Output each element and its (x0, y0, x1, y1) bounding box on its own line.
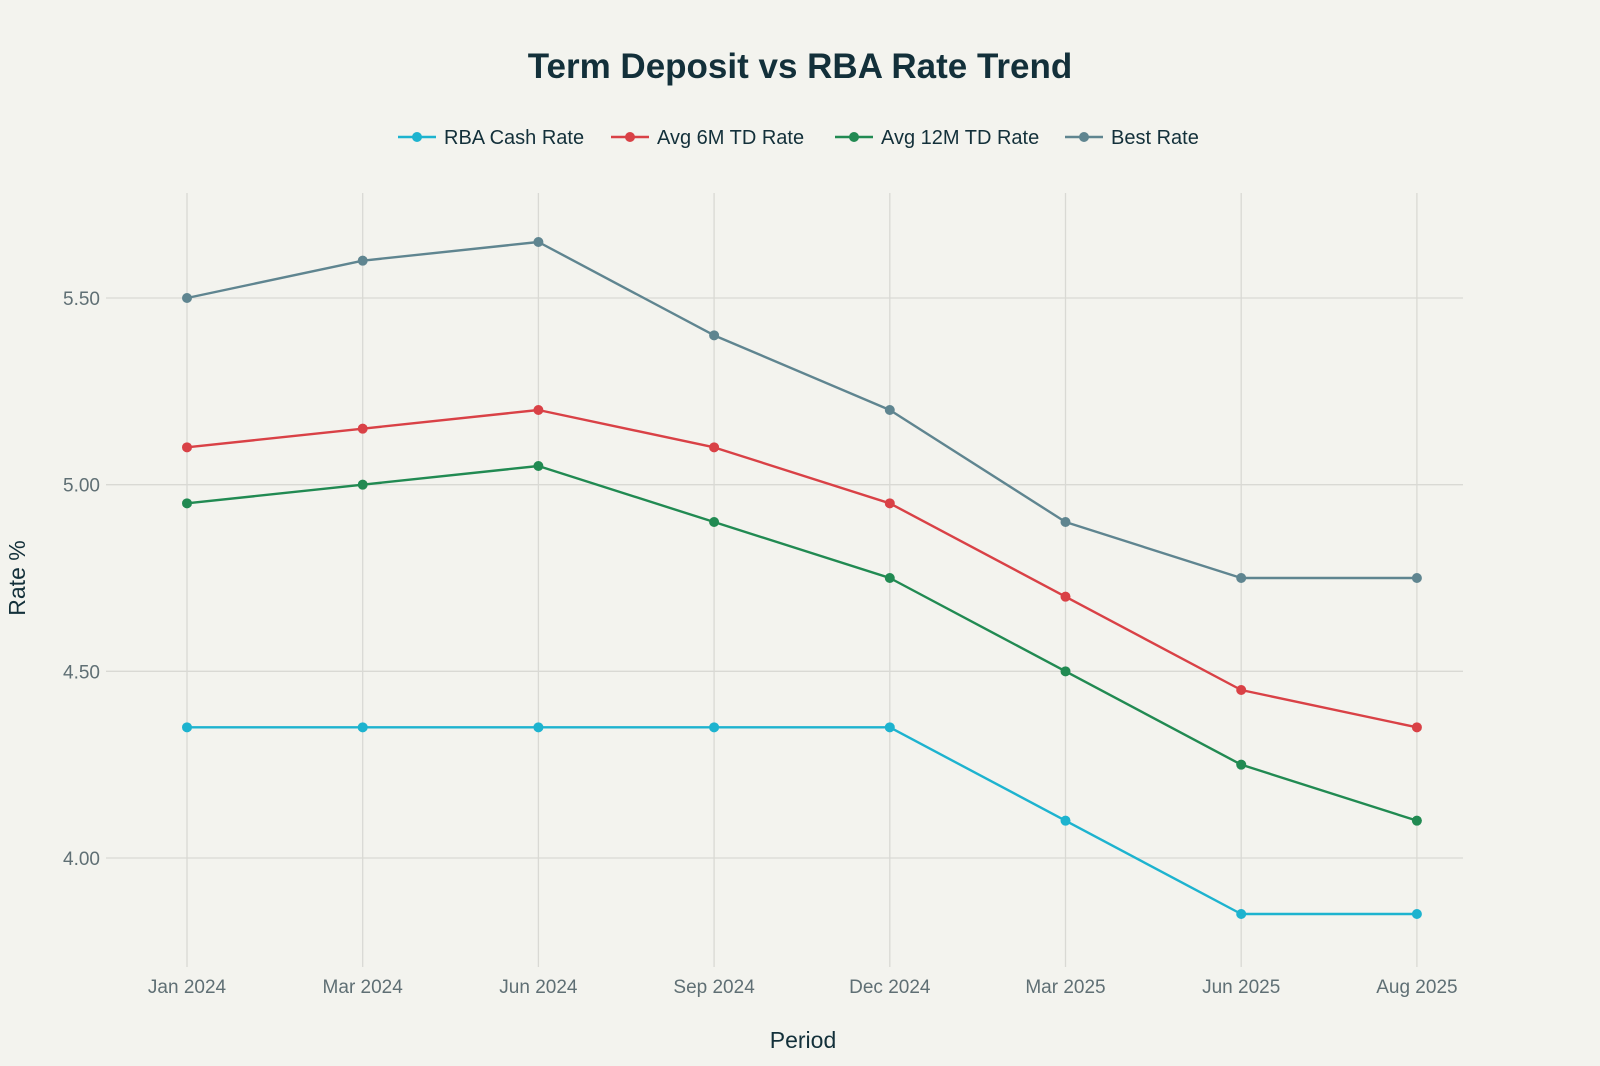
data-point[interactable] (1236, 909, 1247, 919)
data-point[interactable] (1060, 666, 1071, 677)
legend-label: Best Rate (1111, 127, 1199, 149)
legend-marker-icon (849, 132, 859, 142)
data-point[interactable] (357, 255, 368, 266)
legend-label: Avg 6M TD Rate (657, 127, 804, 149)
x-axis-title: Period (770, 1027, 836, 1053)
data-point[interactable] (1060, 591, 1071, 602)
data-point[interactable] (1236, 573, 1247, 583)
data-point[interactable] (1060, 815, 1071, 826)
data-point[interactable] (182, 442, 192, 453)
x-tick-label: Mar 2025 (1025, 977, 1105, 998)
data-point[interactable] (533, 722, 544, 733)
data-point[interactable] (533, 461, 544, 471)
series-best-rate (182, 237, 1422, 583)
data-point[interactable] (1411, 722, 1422, 733)
x-axis-ticks: Jan 2024 Mar 2024 Jun 2024 Sep 2024 Dec 2024… (148, 977, 1458, 998)
legend-marker-icon (412, 132, 422, 142)
legend-marker-icon (625, 132, 635, 142)
x-tick-label: Aug 2025 (1376, 977, 1457, 998)
legend-label: RBA Cash Rate (444, 127, 584, 149)
data-point[interactable] (884, 405, 895, 415)
data-point[interactable] (1411, 815, 1422, 826)
data-point[interactable] (182, 498, 192, 509)
x-tick-label: Mar 2024 (323, 977, 404, 998)
data-point[interactable] (1060, 517, 1071, 527)
y-tick-label: 5.00 (63, 476, 100, 497)
y-tick-label: 4.50 (63, 662, 100, 683)
chart-title: Term Deposit vs RBA Rate Trend (528, 47, 1073, 86)
series-avg-6m-td-rate (182, 405, 1422, 733)
data-point[interactable] (1236, 685, 1247, 695)
data-point[interactable] (1411, 573, 1422, 583)
data-point[interactable] (1236, 759, 1247, 770)
series-line (187, 726, 1417, 916)
x-tick-label: Dec 2024 (849, 977, 931, 998)
data-point[interactable] (533, 405, 544, 415)
legend-label: Avg 12M TD Rate (881, 127, 1039, 149)
data-point[interactable] (533, 237, 544, 247)
x-tick-label: Sep 2024 (673, 977, 755, 998)
y-tick-label: 4.00 (63, 849, 100, 870)
legend-item[interactable]: RBA Cash Rate (398, 127, 584, 149)
data-point[interactable] (884, 722, 895, 733)
y-axis-ticks: 4.00 4.50 5.00 5.50 (63, 289, 100, 870)
y-gridlines (106, 297, 1463, 859)
series-line (186, 464, 1418, 822)
legend-item[interactable]: Avg 12M TD Rate (835, 127, 1039, 149)
data-point[interactable] (357, 722, 368, 733)
y-axis-title: Rate % (4, 540, 30, 615)
data-point[interactable] (182, 722, 192, 733)
x-tick-label: Jan 2024 (148, 977, 227, 998)
data-point[interactable] (709, 330, 720, 341)
data-point[interactable] (709, 442, 720, 453)
series-line (186, 408, 1418, 729)
series-rba-cash-rate (182, 722, 1422, 919)
series-line (186, 240, 1417, 580)
data-point[interactable] (182, 293, 192, 303)
legend-marker-icon (1079, 132, 1089, 142)
data-point[interactable] (884, 498, 895, 509)
data-point[interactable] (709, 517, 720, 527)
x-tick-label: Jun 2024 (499, 977, 578, 998)
x-tick-label: Jun 2025 (1202, 977, 1280, 998)
legend-item[interactable]: Avg 6M TD Rate (611, 127, 804, 149)
data-point[interactable] (884, 573, 895, 583)
data-point[interactable] (357, 479, 368, 490)
legend[interactable]: RBA Cash Rate Avg 6M TD Rate Avg 12M TD Ra… (398, 127, 1199, 149)
x-gridlines (186, 193, 1418, 967)
series-group (182, 237, 1422, 919)
data-point[interactable] (357, 423, 368, 434)
data-point[interactable] (1411, 909, 1422, 919)
legend-item[interactable]: Best Rate (1065, 127, 1199, 149)
data-point[interactable] (709, 722, 720, 733)
y-tick-label: 5.50 (63, 289, 100, 310)
series-avg-12m-td-rate (182, 461, 1422, 826)
